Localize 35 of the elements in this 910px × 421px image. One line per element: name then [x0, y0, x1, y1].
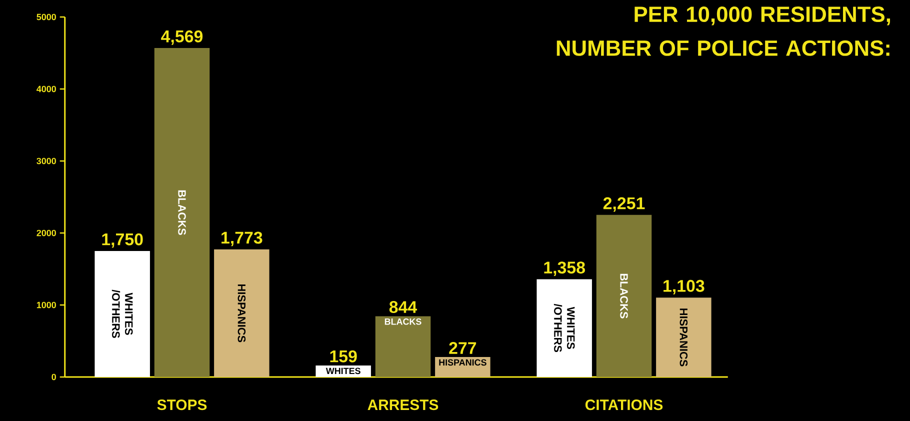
y-tick-label: 2000: [36, 230, 56, 236]
series-label: WHITES /OTHERS: [554, 304, 575, 352]
data-label: 159: [330, 350, 357, 362]
x-tick-label: ARRESTS: [368, 400, 438, 410]
series-label: HISPANICS: [680, 308, 688, 366]
y-tick-label: 4000: [36, 86, 56, 92]
data-label: 4,569: [161, 30, 203, 45]
series-label: BLACKS: [178, 190, 186, 235]
y-tick-label: 0: [52, 374, 56, 380]
x-tick-label: CITATIONS: [585, 400, 663, 410]
data-label: 2,251: [603, 197, 645, 212]
y-tick-label: 1000: [36, 302, 56, 308]
y-tick-label: 3000: [36, 158, 56, 164]
annotation: HISPANICS: [439, 359, 486, 366]
bar: [94, 251, 150, 377]
data-label: 277: [449, 342, 476, 354]
data-label: 1,750: [102, 233, 143, 248]
data-label: 844: [389, 301, 418, 314]
text: WHITES /OTHERS: [112, 290, 133, 338]
bar: [596, 214, 652, 377]
bar: [214, 249, 270, 377]
y-tick-label: 5000: [36, 14, 56, 20]
x-tick-label: STOPS: [157, 400, 207, 410]
annotation: BLACKS: [384, 318, 422, 325]
text: HISPANICS: [238, 284, 246, 342]
bar: [656, 298, 712, 377]
data-label: 1,773: [222, 232, 262, 246]
data-label: 1,358: [544, 262, 586, 276]
bar: [375, 316, 431, 377]
data-label: 1,103: [664, 280, 704, 294]
annotation: WHITES: [326, 368, 360, 374]
bar: [154, 48, 210, 377]
chart-title: PER 10,000 RESIDENTS, NUMBER OF POLICE ACTIONS:: [556, 6, 890, 56]
text: BLACKS: [620, 274, 628, 318]
bar: [536, 279, 592, 377]
